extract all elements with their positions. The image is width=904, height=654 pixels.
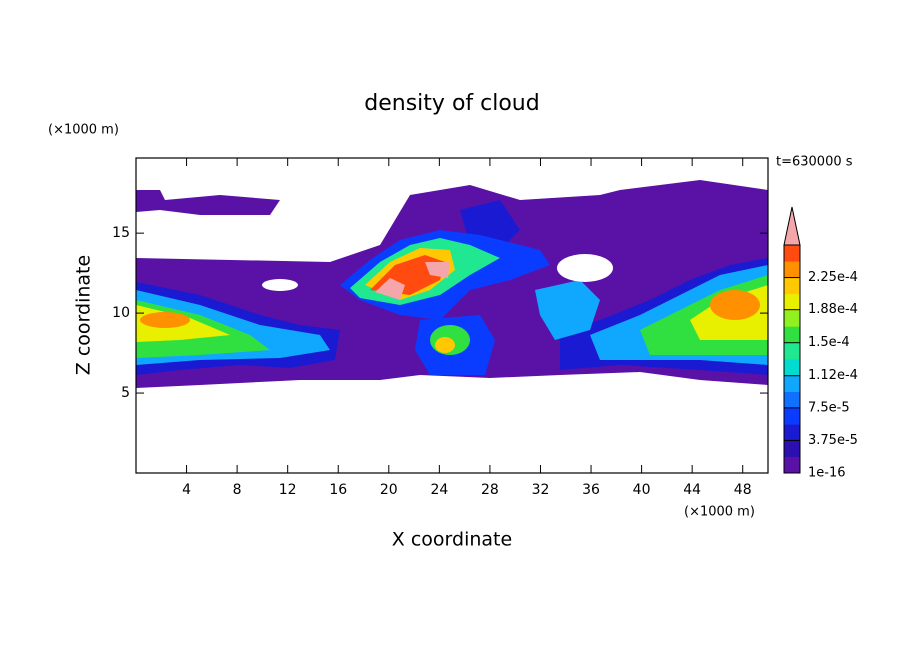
contour-region (262, 279, 298, 291)
y-unit: (×1000 m) (48, 123, 119, 138)
colorbar-band (784, 391, 800, 409)
colorbar-band (784, 261, 800, 278)
x-tick-label: 28 (481, 482, 499, 498)
x-tick-label: 24 (430, 482, 448, 498)
colorbar-band (784, 407, 800, 425)
colorbar-band (784, 456, 800, 474)
colorbar-band (784, 375, 800, 392)
contour-region (136, 190, 280, 215)
y-tick-label: 5 (121, 385, 130, 401)
x-tick-label: 36 (582, 482, 600, 498)
colorbar-label: 1e-16 (808, 466, 846, 481)
x-tick-label: 8 (233, 482, 242, 498)
colorbar-label: 1.88e-4 (808, 302, 858, 317)
colorbar-band (784, 310, 800, 327)
colorbar-band (784, 424, 800, 441)
contour-region (425, 262, 450, 278)
x-tick-label: 12 (279, 482, 297, 498)
contour-region (435, 337, 455, 353)
colorbar-label: 7.5e-5 (808, 400, 850, 415)
colorbar-band (784, 440, 800, 458)
contour-region (710, 290, 760, 320)
x-tick-label: 32 (532, 482, 550, 498)
x-unit: (×1000 m) (684, 505, 755, 520)
colorbar-label: 2.25e-4 (808, 270, 858, 285)
colorbar-band (784, 342, 800, 360)
y-tick-label: 15 (112, 225, 130, 241)
y-tick-label: 10 (112, 305, 130, 321)
contour-region (375, 278, 405, 300)
x-tick-label: 44 (683, 482, 701, 498)
x-tick-label: 4 (182, 482, 191, 498)
annotation: t=630000 s (776, 155, 853, 170)
colorbar-band (784, 326, 800, 344)
colorbar-band (784, 277, 800, 295)
x-tick-label: 16 (329, 482, 347, 498)
plot-frame (135, 157, 769, 474)
contour-region (535, 280, 600, 340)
colorbar-label: 1.5e-4 (808, 335, 850, 350)
contour-region (140, 312, 190, 328)
x-tick-label: 48 (734, 482, 752, 498)
colorbar-label: 1.12e-4 (808, 368, 858, 383)
colorbar-band (784, 245, 800, 262)
x-axis-label: X coordinate (392, 529, 512, 551)
y-axis-label: Z coordinate (73, 255, 95, 375)
x-tick-label: 40 (633, 482, 651, 498)
colorbar-band (784, 293, 800, 311)
contour-field (136, 180, 768, 388)
colorbar-label: 3.75e-5 (808, 433, 858, 448)
contour-region (557, 254, 613, 282)
colorbar-band (784, 359, 800, 376)
chart-title: density of cloud (364, 91, 539, 116)
x-tick-label: 20 (380, 482, 398, 498)
